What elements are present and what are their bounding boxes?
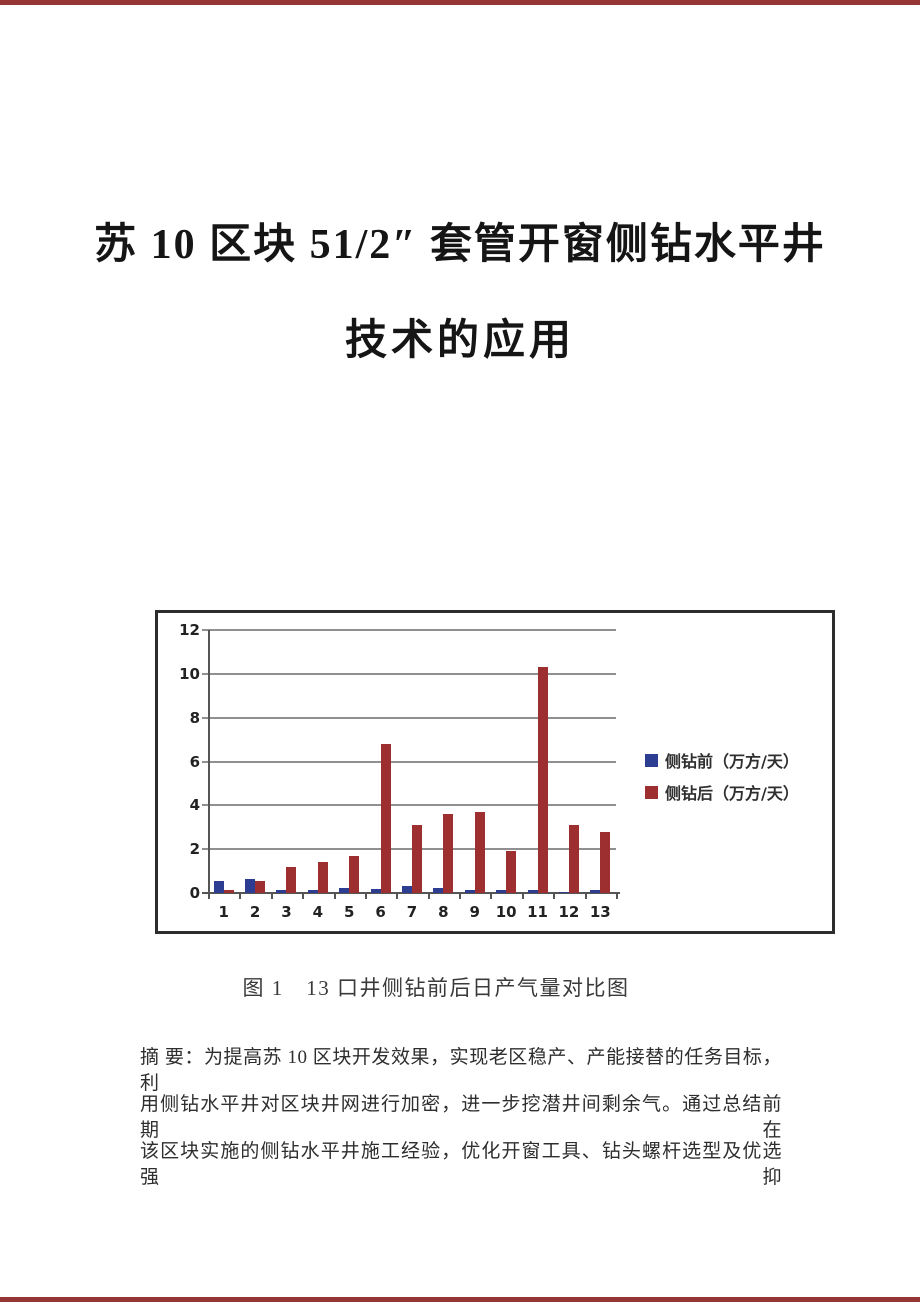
x-axis-tick <box>584 894 587 899</box>
bar-after-sidetrack <box>506 851 517 893</box>
bar-before-sidetrack <box>370 888 381 893</box>
legend-item: 侧钻后（万方/天） <box>645 780 799 804</box>
y-axis-line <box>208 630 210 897</box>
abstract-line: 该区块实施的侧钻水平井施工经验，优化开窗工具、钻头螺杆选型及优选强抑 <box>140 1141 782 1188</box>
bar-before-sidetrack <box>558 891 569 893</box>
bar-after-sidetrack <box>223 889 234 893</box>
bar-before-sidetrack <box>213 880 224 893</box>
x-axis-tick <box>553 894 556 899</box>
x-axis-category-label: 10 <box>495 903 517 921</box>
bar-before-sidetrack <box>496 890 507 893</box>
document-title-line-1: 苏 10 区块 51/2″ 套管开窗侧钻水平井 <box>94 222 826 268</box>
x-axis-category-label: 6 <box>375 903 386 921</box>
x-axis-line <box>202 892 620 894</box>
legend-item: 侧钻前（万方/天） <box>645 748 799 772</box>
x-axis-category-label: 4 <box>312 903 324 921</box>
bar-before-sidetrack <box>339 888 350 893</box>
page-border-top <box>0 0 920 5</box>
document-title-line-2: 技术的应用 <box>344 318 575 364</box>
x-axis-category-label: 9 <box>469 903 480 921</box>
x-axis-tick <box>616 894 618 899</box>
bar-before-sidetrack <box>433 887 444 893</box>
x-axis-tick <box>364 894 367 899</box>
y-gridline <box>202 804 616 807</box>
bar-before-sidetrack <box>245 878 256 893</box>
bar-after-sidetrack <box>600 831 611 893</box>
x-axis-tick <box>427 894 430 899</box>
y-gridline <box>202 672 616 675</box>
x-axis-category-label: 1 <box>218 903 229 921</box>
bar-after-sidetrack <box>317 862 328 893</box>
x-axis-tick <box>459 894 462 899</box>
bar-after-sidetrack <box>255 880 266 893</box>
figure-chart: 0 2 4 6 8 10 12 1 2 3 4 5 6 7 8 9 10 11 12 13 侧钻前（万方/天） 侧钻后（万… <box>155 610 835 934</box>
bar-before-sidetrack <box>307 890 318 893</box>
x-axis-tick <box>521 894 524 899</box>
legend-swatch-icon <box>645 785 658 799</box>
bar-after-sidetrack <box>474 811 485 893</box>
x-axis-tick <box>270 894 273 899</box>
page-border-bottom <box>0 1297 920 1302</box>
y-axis-tick-label: 12 <box>179 621 200 639</box>
y-gridline <box>202 848 616 851</box>
x-axis-tick <box>490 894 493 899</box>
legend-swatch-icon <box>645 753 658 767</box>
x-axis-tick <box>208 894 210 899</box>
abstract-line: 摘 要：为提高苏 10 区块开发效果，实现老区稳产、产能接替的任务目标，利 <box>140 1047 782 1094</box>
x-axis-category-label: 3 <box>281 903 292 921</box>
x-axis-category-label: 13 <box>589 903 611 921</box>
legend-label: 侧钻后（万方/天） <box>665 784 799 803</box>
x-axis-tick <box>396 894 399 899</box>
bar-after-sidetrack <box>537 667 548 893</box>
x-axis-category-label: 8 <box>438 903 449 921</box>
y-axis-tick-label: 6 <box>189 752 200 771</box>
x-axis-category-label: 2 <box>249 903 261 921</box>
x-axis-category-label: 12 <box>558 903 580 921</box>
y-gridline <box>202 629 616 631</box>
y-gridline <box>202 716 616 719</box>
y-gridline <box>202 760 616 763</box>
bar-before-sidetrack <box>527 890 538 893</box>
bar-after-sidetrack <box>412 825 422 893</box>
legend-label: 侧钻前（万方/天） <box>665 752 799 771</box>
abstract-line: 用侧钻水平井对区块井网进行加密，进一步挖潜井间剩余气。通过总结前期在 <box>140 1094 782 1141</box>
bar-before-sidetrack <box>402 886 412 893</box>
x-axis-category-label: 5 <box>344 903 355 921</box>
y-axis-tick-label: 10 <box>179 664 200 683</box>
bar-after-sidetrack <box>568 825 579 893</box>
bar-after-sidetrack <box>286 866 297 893</box>
y-axis-tick-label: 8 <box>189 708 200 727</box>
bar-before-sidetrack <box>590 890 601 893</box>
x-axis-tick <box>239 894 242 899</box>
y-axis-tick-label: 2 <box>189 840 200 859</box>
x-axis-category-label: 11 <box>527 903 548 921</box>
x-axis-category-label: 7 <box>406 903 418 921</box>
y-axis-tick-label: 0 <box>189 884 200 902</box>
bar-after-sidetrack <box>349 855 360 893</box>
bar-after-sidetrack <box>380 743 391 893</box>
bar-before-sidetrack <box>276 890 287 893</box>
figure-caption: 图 1 13 口井侧钻前后日产气量对比图 <box>242 976 630 1000</box>
x-axis-tick <box>333 894 336 899</box>
bar-before-sidetrack <box>464 890 475 893</box>
x-axis-tick <box>302 894 305 899</box>
y-axis-tick-label: 4 <box>189 796 200 815</box>
bar-after-sidetrack <box>443 814 454 893</box>
